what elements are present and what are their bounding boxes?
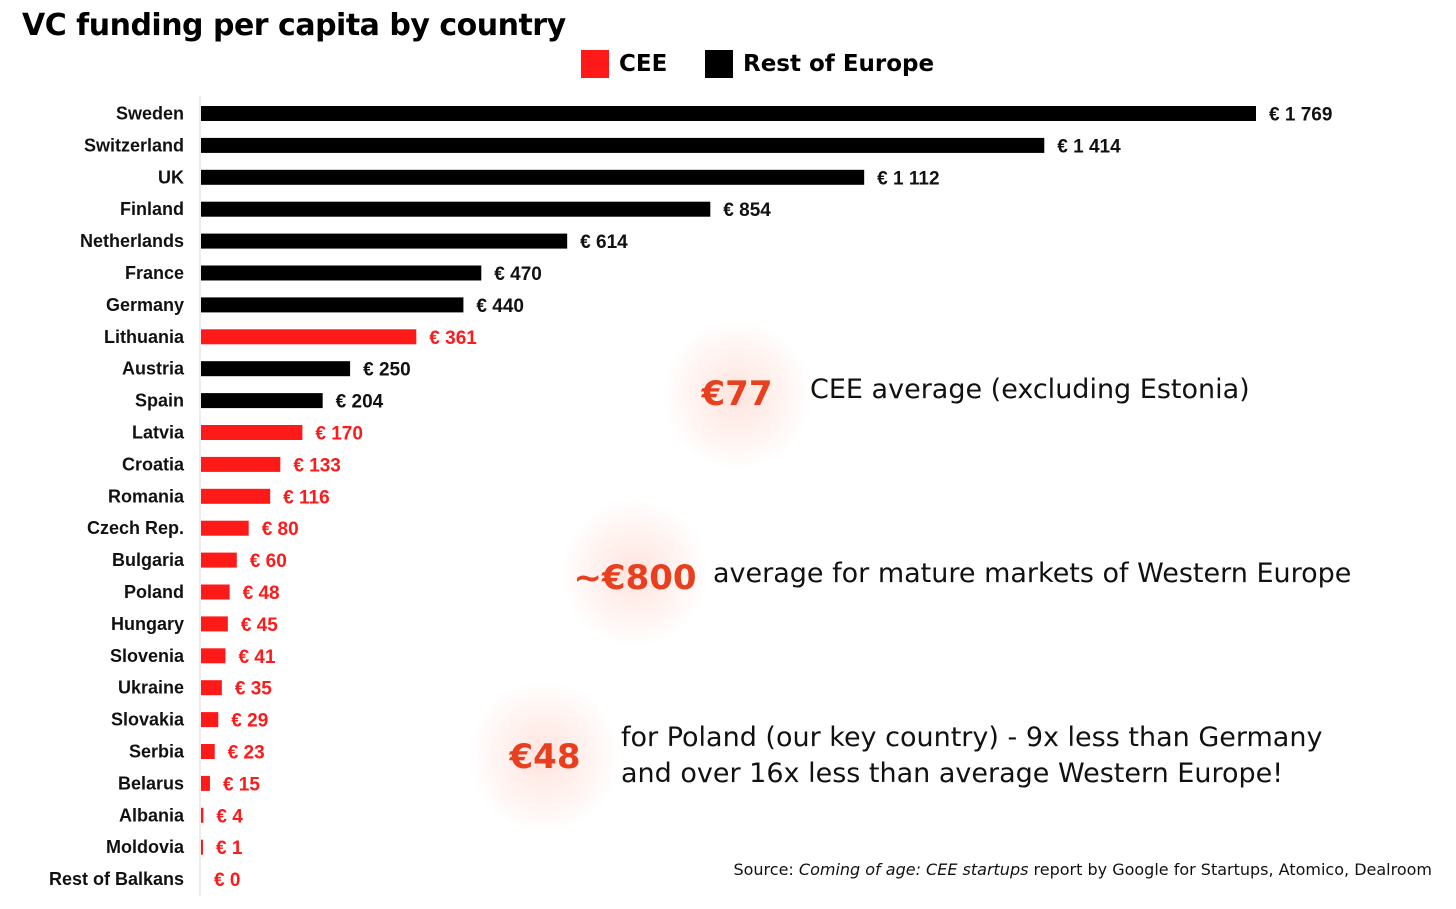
callout-text-poland: for Poland (our key country) - 9x less t… [621,722,1323,789]
value-label-serbia: € 23 [228,743,265,764]
category-label-moldovia: Moldovia [106,837,185,857]
category-label-switzerland: Switzerland [84,135,184,155]
category-label-poland: Poland [124,582,184,602]
chart-title: VC funding per capita by country [22,8,566,43]
category-label-uk: UK [158,167,184,187]
legend-item-cee: CEE [581,50,667,78]
source-prefix: Source: [733,860,799,879]
category-label-netherlands: Netherlands [80,231,184,251]
category-label-bulgaria: Bulgaria [112,550,185,570]
bar-czech-rep [201,520,249,536]
callout-value-cee-average: €77 [701,374,773,414]
legend-item-rest-of-europe: Rest of Europe [705,50,934,78]
bar-spain [201,393,323,409]
value-label-slovakia: € 29 [231,711,268,732]
bar-netherlands [201,233,568,249]
value-label-spain: € 204 [336,392,384,413]
value-label-rest-of-balkans: € 0 [214,870,240,891]
bar-slovakia [201,712,219,728]
category-label-romania: Romania [108,486,185,506]
bar-finland [201,201,711,217]
source-report: Coming of age: CEE startups [798,860,1029,879]
legend-swatch-cee [581,50,609,78]
category-label-germany: Germany [106,295,184,315]
callout-glow-poland [468,682,620,832]
value-label-lithuania: € 361 [429,328,477,349]
bar-latvia [201,425,303,440]
bar-croatia [201,456,281,472]
value-label-sweden: € 1 769 [1269,105,1332,126]
callout-text-cee-average: CEE average (excluding Estonia) [810,374,1250,405]
callout-value-western-average: ~€800 [573,558,697,598]
bar-germany [201,297,464,313]
value-label-poland: € 48 [243,583,280,604]
value-label-bulgaria: € 60 [250,551,287,572]
legend: CEE Rest of Europe [0,50,1456,84]
category-label-czech-rep: Czech Rep. [87,518,184,538]
value-label-albania: € 4 [216,806,243,827]
category-label-sweden: Sweden [116,104,184,124]
legend-label-rest-of-europe: Rest of Europe [743,51,935,77]
value-label-romania: € 116 [283,487,330,508]
value-label-austria: € 250 [363,360,411,381]
bar-france [201,265,482,281]
legend-label-cee: CEE [619,51,668,77]
bar-austria [201,361,351,377]
value-label-hungary: € 45 [241,615,278,636]
bar-moldovia [201,839,203,855]
bar-serbia [201,744,215,759]
category-label-belarus: Belarus [118,773,184,793]
bar-poland [201,584,230,600]
value-label-slovenia: € 41 [238,647,275,668]
category-label-slovenia: Slovenia [110,646,185,666]
value-label-ukraine: € 35 [235,679,272,700]
category-label-latvia: Latvia [132,423,185,443]
category-label-croatia: Croatia [122,454,185,474]
value-label-switzerland: € 1 414 [1057,136,1121,157]
category-label-lithuania: Lithuania [104,327,185,347]
category-label-serbia: Serbia [129,742,185,762]
source-note: Source: Coming of age: CEE startups repo… [733,860,1432,879]
source-suffix: report by Google for Startups, Atomico, … [1028,860,1432,879]
category-label-albania: Albania [119,805,185,825]
value-label-france: € 470 [494,264,542,285]
bar-sweden [201,106,1256,121]
category-label-france: France [125,263,184,283]
bar-uk [201,169,865,185]
value-label-moldovia: € 1 [216,838,243,859]
value-label-netherlands: € 614 [580,232,628,253]
value-label-czech-rep: € 80 [262,519,299,540]
value-label-croatia: € 133 [293,455,341,476]
bar-slovenia [201,648,226,664]
bar-switzerland [201,137,1045,153]
callout-text-western-average: average for mature markets of Western Eu… [713,558,1352,589]
category-label-finland: Finland [120,199,184,219]
bar-albania [201,807,204,823]
value-label-latvia: € 170 [315,424,363,445]
callout-glow-cee-average [662,322,812,468]
callout-value-poland: €48 [509,737,581,777]
bar-lithuania [201,329,417,345]
category-label-ukraine: Ukraine [118,678,184,698]
value-label-uk: € 1 112 [877,168,939,189]
bar-ukraine [201,680,222,696]
category-label-slovakia: Slovakia [111,710,185,730]
value-label-belarus: € 15 [223,774,260,795]
category-label-hungary: Hungary [111,614,184,634]
value-label-finland: € 854 [723,200,771,221]
category-label-austria: Austria [122,359,185,379]
bar-belarus [201,775,210,791]
category-label-rest-of-balkans: Rest of Balkans [49,869,184,889]
legend-swatch-rest-of-europe [705,50,733,78]
bar-bulgaria [201,552,237,568]
bar-hungary [201,616,228,632]
callout-glow-western-average [562,500,708,646]
category-label-spain: Spain [135,391,184,411]
value-label-germany: € 440 [476,296,524,317]
bar-romania [201,488,271,504]
